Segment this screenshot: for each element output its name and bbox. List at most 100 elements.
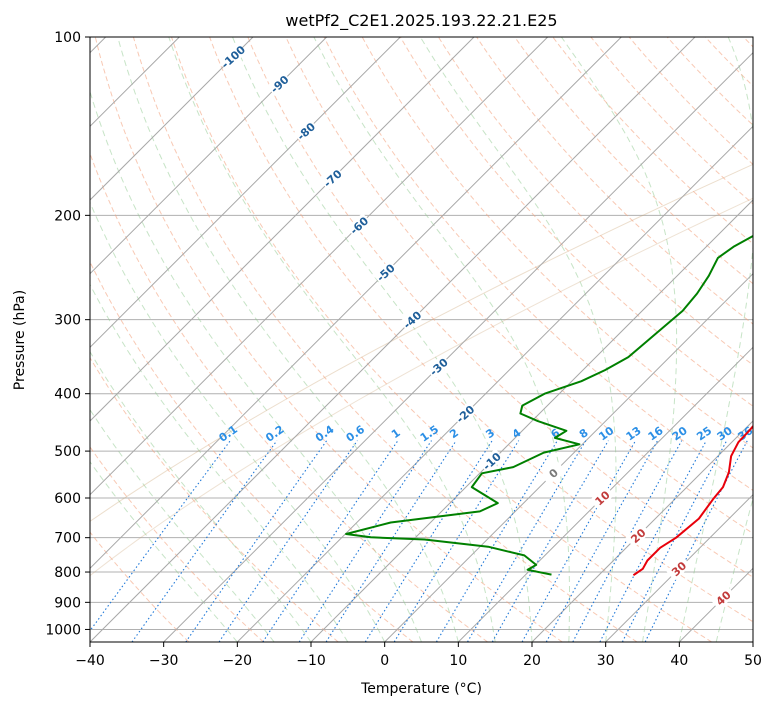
mixing-ratio-line [521, 440, 637, 642]
mixing-ratio-layer [90, 440, 748, 642]
isotherm-line [605, 493, 753, 642]
isotherm-line [384, 272, 753, 642]
y-tick-label: 400 [54, 387, 81, 403]
moist-adiabat-line [678, 37, 753, 642]
isotherm-label-background [293, 118, 319, 144]
moist-adiabat-line [313, 37, 571, 642]
series-layer [345, 234, 753, 577]
moist-adiabat-line [232, 37, 533, 642]
dry-adiabat-line [399, 37, 753, 407]
mixing-ratio-line [90, 440, 231, 632]
y-tick-label: 800 [54, 565, 81, 581]
mixing-ratio-label: 36 [735, 424, 755, 444]
x-tick-label: 30 [597, 653, 615, 669]
background-arc [90, 163, 753, 522]
y-tick-label: 200 [54, 208, 81, 224]
x-tick-label: −40 [75, 653, 105, 669]
x-tick-label: 40 [670, 653, 688, 669]
isotherm-line [310, 199, 753, 642]
isotherm-label-background [710, 585, 736, 610]
isotherm-label-background [319, 165, 345, 191]
isotherm-line [90, 37, 696, 642]
isotherm-line [90, 37, 475, 422]
isotherm-line [90, 37, 328, 275]
isotherm-label-background [425, 354, 451, 379]
x-tick-label: 20 [523, 653, 541, 669]
x-tick-label: −30 [149, 653, 179, 669]
y-tick-label: 700 [54, 531, 81, 547]
profile-line [345, 234, 753, 576]
moist-adiabat-line [90, 408, 275, 642]
y-axis-title: Pressure (hPa) [12, 290, 28, 390]
isotherm-line [90, 37, 254, 201]
mixing-ratio-line [467, 440, 587, 642]
isotherm-label-background [372, 260, 398, 285]
isotherm-line [90, 37, 549, 496]
moist-adiabat-line [90, 201, 386, 642]
background-arc [90, 197, 753, 577]
x-tick-label: −10 [296, 653, 326, 669]
moist-adiabat-line [90, 90, 422, 642]
mixing-ratio-line [644, 440, 748, 642]
dry-adiabat-line [552, 37, 753, 245]
x-tick-label: 10 [449, 653, 467, 669]
y-axis: 100 200 300 400 500 600 700 800 900 1000 [45, 30, 90, 638]
moist-adiabat-line [715, 496, 753, 642]
isotherm-label-background [220, 44, 246, 69]
dry-adiabat-line [437, 37, 753, 366]
x-axis-title: Temperature (°C) [360, 681, 482, 697]
mixing-ratio-line [599, 440, 707, 642]
profile-line [632, 424, 753, 577]
isotherm-label-background [666, 556, 692, 581]
chart-title: wetPf2_C2E1.2025.193.22.21.E25 [285, 11, 557, 31]
dry-adiabat-line [94, 37, 563, 642]
dry-adiabat-line [132, 37, 638, 642]
isotherm-label-background [399, 307, 425, 332]
y-tick-label: 1000 [45, 622, 81, 638]
mixing-ratio-line [131, 440, 278, 642]
isotherm-line [163, 51, 753, 642]
y-tick-label: 900 [54, 595, 81, 611]
dry-adiabat-line [285, 37, 753, 535]
dry-adiabat-line [476, 37, 753, 325]
y-tick-label: 600 [54, 491, 81, 507]
moist-adiabat-line [90, 283, 349, 642]
mixing-ratio-line [185, 440, 328, 642]
isotherm-line [236, 125, 753, 642]
grid-layer [90, 37, 753, 630]
dry-adiabat-line [323, 37, 753, 491]
mixing-ratio-line [491, 440, 609, 642]
dry-adiabat-line [590, 37, 753, 205]
mixing-ratio-line [218, 440, 358, 642]
dry-adiabat-line [90, 356, 339, 642]
plot-frame [89, 36, 754, 643]
y-tick-label: 300 [54, 313, 81, 329]
isotherm-line [90, 37, 622, 570]
x-tick-label: 0 [380, 653, 389, 669]
moist-adiabat-line [90, 460, 238, 642]
isotherm-label-background [346, 212, 372, 238]
dry-adiabat-line [171, 37, 712, 642]
dry-adiabat-line [90, 260, 414, 642]
moist-adiabat-line [168, 37, 496, 642]
y-tick-label: 100 [54, 30, 81, 46]
isotherm-label-background [625, 523, 651, 548]
isotherm-label-background [452, 401, 478, 426]
mixing-ratio-line [298, 440, 432, 642]
moist-adiabat-line [560, 37, 678, 642]
isotherm-line [457, 346, 753, 642]
x-tick-label: −20 [223, 653, 253, 669]
x-tick-label: 50 [744, 653, 762, 669]
isotherm-label-background [540, 460, 566, 486]
isotherm-label-background [266, 71, 292, 96]
isotherm-label-background [589, 485, 615, 510]
moist-adiabat-line [419, 37, 617, 642]
isotherm-label-background [478, 448, 504, 474]
mixing-ratio-line [393, 440, 520, 642]
x-axis: −40 −30 −20 −10 0 10 20 30 40 50 [75, 642, 762, 669]
dry-adiabat-line [90, 531, 190, 642]
mixing-ratio-line [262, 440, 399, 642]
plot-area: 0.1 0.2 0.4 0.6 1 1.5 2 3 4 6 8 10 13 16 20 25 30 36-100-… [90, 37, 755, 642]
